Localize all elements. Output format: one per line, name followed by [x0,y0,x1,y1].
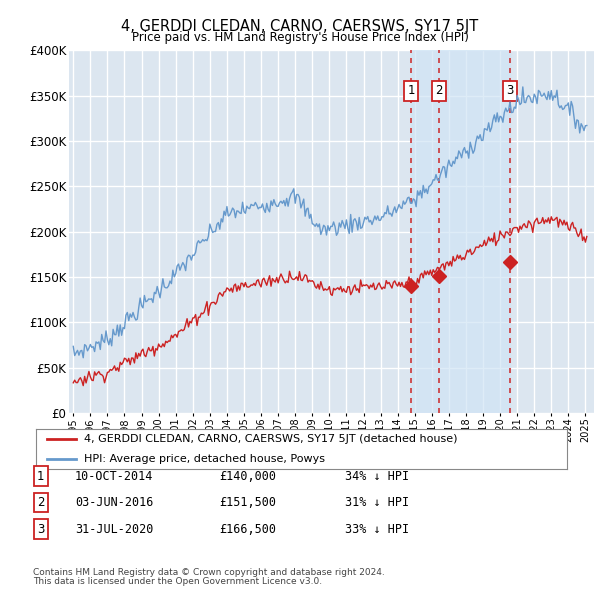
Text: 2: 2 [435,84,443,97]
Text: 4, GERDDI CLEDAN, CARNO, CAERSWS, SY17 5JT: 4, GERDDI CLEDAN, CARNO, CAERSWS, SY17 5… [121,19,479,34]
Text: 1: 1 [407,84,415,97]
Text: 3: 3 [37,523,44,536]
Text: HPI: Average price, detached house, Powys: HPI: Average price, detached house, Powy… [84,454,325,464]
Text: 31-JUL-2020: 31-JUL-2020 [75,523,154,536]
Text: £166,500: £166,500 [219,523,276,536]
Text: 33% ↓ HPI: 33% ↓ HPI [345,523,409,536]
Text: 3: 3 [506,84,514,97]
Text: 10-OCT-2014: 10-OCT-2014 [75,470,154,483]
Text: £151,500: £151,500 [219,496,276,509]
Text: Price paid vs. HM Land Registry's House Price Index (HPI): Price paid vs. HM Land Registry's House … [131,31,469,44]
Text: 31% ↓ HPI: 31% ↓ HPI [345,496,409,509]
Text: 4, GERDDI CLEDAN, CARNO, CAERSWS, SY17 5JT (detached house): 4, GERDDI CLEDAN, CARNO, CAERSWS, SY17 5… [84,434,457,444]
Text: £140,000: £140,000 [219,470,276,483]
Text: 1: 1 [37,470,44,483]
Text: 2: 2 [37,496,44,509]
Bar [411,50,510,413]
Text: 34% ↓ HPI: 34% ↓ HPI [345,470,409,483]
Text: 03-JUN-2016: 03-JUN-2016 [75,496,154,509]
Text: This data is licensed under the Open Government Licence v3.0.: This data is licensed under the Open Gov… [33,578,322,586]
Text: Contains HM Land Registry data © Crown copyright and database right 2024.: Contains HM Land Registry data © Crown c… [33,568,385,577]
